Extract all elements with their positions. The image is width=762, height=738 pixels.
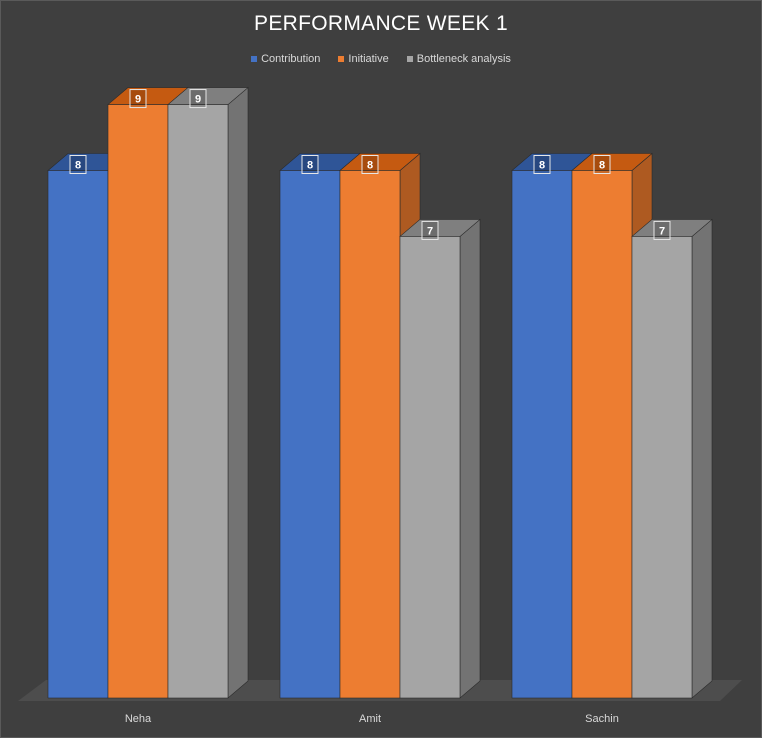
legend-item-initiative[interactable]: Initiative <box>338 53 389 65</box>
data-label-initiative-neha: 9 <box>135 94 141 106</box>
data-label-contribution-neha: 8 <box>75 160 81 172</box>
x-tick-label-neha: Neha <box>125 713 152 725</box>
legend-label-initiative: Initiative <box>348 53 389 65</box>
bar-initiative-sachin <box>571 170 633 699</box>
x-tick-label-amit: Amit <box>359 713 381 725</box>
legend-item-contribution[interactable]: Contribution <box>251 53 320 65</box>
data-label-bottleneck-analysis-sachin: 7 <box>659 225 665 237</box>
bar-bottleneck-analysis-amit <box>399 236 461 699</box>
bar-side-bottleneck-analysis-sachin <box>691 218 713 699</box>
data-label-box-contribution-neha <box>69 155 87 174</box>
legend: Contribution Initiative Bottleneck analy… <box>0 53 762 65</box>
legend-item-bottleneck-analysis[interactable]: Bottleneck analysis <box>406 53 511 65</box>
data-label-box-bottleneck-analysis-neha <box>189 89 207 109</box>
bar-contribution-amit <box>279 170 341 699</box>
bar-initiative-neha <box>107 104 169 699</box>
bar-contribution-neha <box>47 170 109 699</box>
data-label-box-bottleneck-analysis-amit <box>421 220 439 240</box>
x-tick-label-sachin: Sachin <box>585 713 619 725</box>
bar-side-bottleneck-analysis-amit <box>459 218 481 699</box>
data-label-initiative-sachin: 8 <box>599 160 605 172</box>
bar-contribution-sachin <box>511 170 573 699</box>
data-label-box-initiative-amit <box>361 155 379 174</box>
data-label-box-initiative-neha <box>129 89 147 109</box>
legend-swatch-initiative <box>338 56 345 62</box>
legend-swatch-bottleneck-analysis <box>406 56 413 62</box>
legend-label-bottleneck-analysis: Bottleneck analysis <box>416 53 511 65</box>
bar-initiative-amit <box>339 170 401 699</box>
data-label-contribution-amit: 8 <box>307 160 313 172</box>
data-label-box-initiative-sachin <box>593 155 611 174</box>
data-label-contribution-sachin: 8 <box>539 160 545 172</box>
bar-side-bottleneck-analysis-neha <box>227 86 249 699</box>
data-label-box-contribution-amit <box>301 155 319 174</box>
bar-bottleneck-analysis-sachin <box>631 236 693 699</box>
data-label-bottleneck-analysis-amit: 7 <box>427 225 433 237</box>
bar-bottleneck-analysis-neha <box>167 104 229 699</box>
data-label-box-bottleneck-analysis-sachin <box>653 220 671 240</box>
chart-title: PERFORMANCE WEEK 1 <box>254 12 508 35</box>
data-label-bottleneck-analysis-neha: 9 <box>195 94 201 106</box>
legend-swatch-contribution <box>251 56 258 62</box>
legend-label-contribution: Contribution <box>261 53 321 65</box>
data-label-initiative-amit: 8 <box>367 160 373 172</box>
data-label-box-contribution-sachin <box>533 155 551 174</box>
